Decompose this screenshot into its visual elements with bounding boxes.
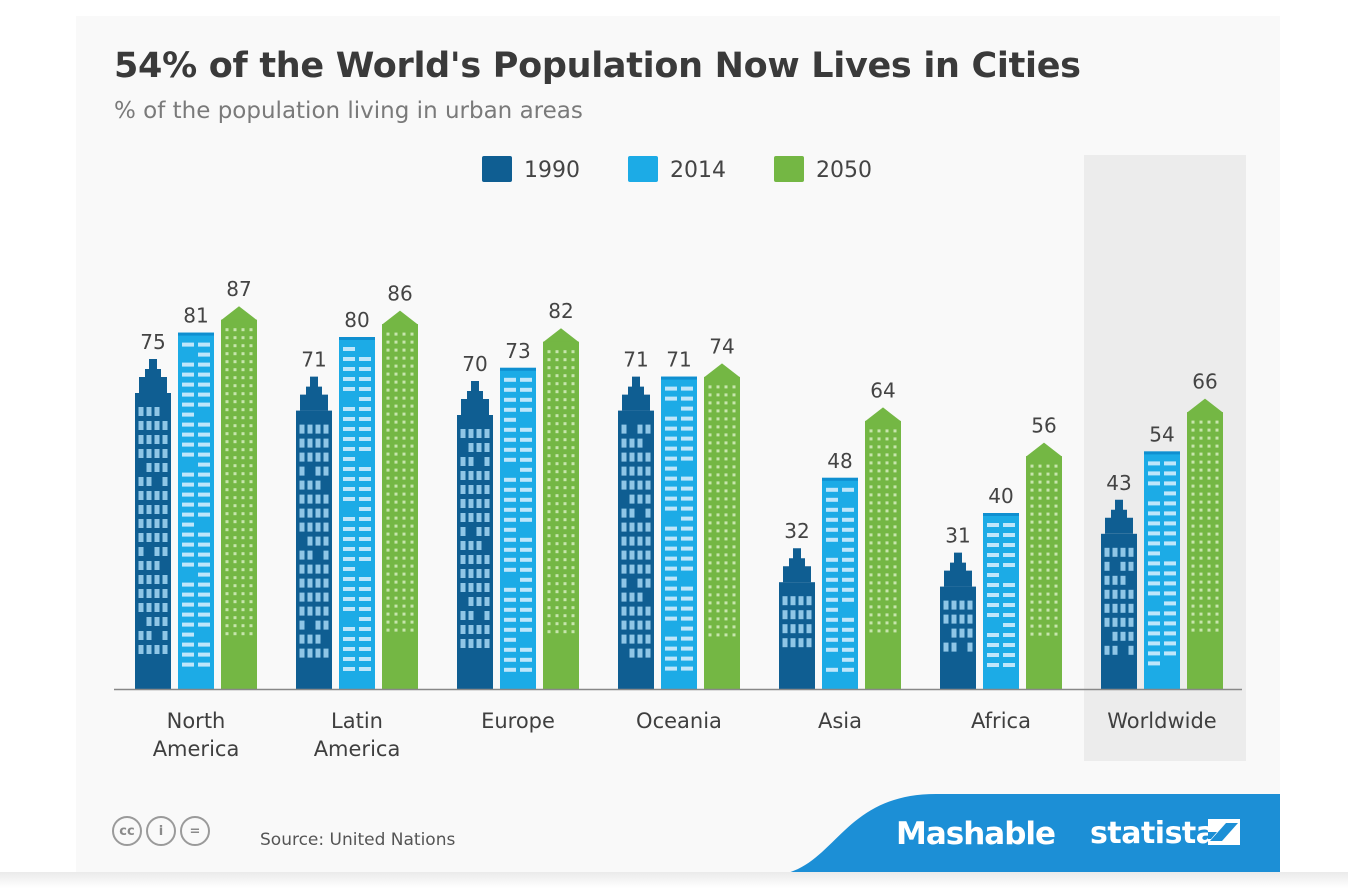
value-label-asia-2050: 64 bbox=[870, 378, 895, 402]
value-label-africa-2050: 56 bbox=[1031, 414, 1056, 438]
bar-oceania-2014 bbox=[661, 376, 697, 689]
bar-latin-america-2050 bbox=[382, 310, 418, 689]
bar-oceania-1990 bbox=[618, 376, 654, 689]
value-label-europe-1990: 70 bbox=[462, 352, 487, 376]
value-label-north-america-2014: 81 bbox=[183, 304, 208, 328]
value-label-europe-2014: 73 bbox=[505, 339, 530, 363]
bar-europe-1990 bbox=[457, 381, 493, 689]
bar-asia-1990 bbox=[779, 548, 815, 689]
value-label-latin-america-2050: 86 bbox=[387, 282, 412, 306]
x-tick-label-asia: Asia bbox=[818, 709, 862, 733]
x-tick-label-north-america: North America bbox=[153, 709, 240, 761]
x-tick-label-europe: Europe bbox=[481, 709, 555, 733]
bar-europe-2050 bbox=[543, 328, 579, 689]
statista-logo[interactable]: statista bbox=[1090, 816, 1216, 851]
value-label-oceania-1990: 71 bbox=[623, 348, 648, 372]
legend-label-2050: 2050 bbox=[816, 158, 872, 183]
value-label-africa-1990: 31 bbox=[945, 524, 970, 548]
cc-icon[interactable]: cc bbox=[112, 816, 142, 846]
bar-latin-america-1990 bbox=[296, 376, 332, 689]
legend-label-2014: 2014 bbox=[670, 158, 726, 183]
x-tick-label-worldwide: Worldwide bbox=[1107, 709, 1216, 733]
bars-group: 75 71 70 71 32 31 43 81 80 73 71 48 40 54 87 86 82 74 64 56… bbox=[135, 277, 1223, 689]
bar-north-america-1990 bbox=[135, 359, 171, 689]
attribution-icon[interactable]: i bbox=[146, 816, 176, 846]
bar-africa-2050 bbox=[1026, 442, 1062, 689]
value-label-worldwide-2050: 66 bbox=[1192, 370, 1217, 394]
value-label-asia-2014: 48 bbox=[827, 449, 852, 473]
infographic-card: 1990 2014 2050 75 71 70 71 32 31 43 81 80 73 71 48 40 5… bbox=[76, 16, 1280, 876]
x-axis-tick-labels: North America Latin America Europe Oceania Asi… bbox=[153, 709, 1217, 761]
value-label-north-america-1990: 75 bbox=[140, 330, 165, 354]
x-tick-label-oceania: Oceania bbox=[636, 709, 722, 733]
source-note: Source: United Nations bbox=[260, 830, 456, 850]
bar-asia-2014 bbox=[822, 477, 858, 689]
bar-africa-1990 bbox=[940, 552, 976, 689]
legend-swatch-1990 bbox=[482, 156, 512, 182]
value-label-asia-1990: 32 bbox=[784, 519, 809, 543]
legend: 1990 2014 2050 bbox=[482, 156, 872, 183]
chart-title: 54% of the World's Population Now Lives … bbox=[114, 46, 1081, 86]
bar-africa-2014 bbox=[983, 513, 1019, 689]
value-label-north-america-2050: 87 bbox=[226, 277, 251, 301]
value-label-oceania-2014: 71 bbox=[666, 348, 691, 372]
value-label-worldwide-1990: 43 bbox=[1106, 471, 1131, 495]
value-label-worldwide-2014: 54 bbox=[1149, 422, 1174, 446]
x-tick-label-latin-america: Latin America bbox=[314, 709, 401, 761]
bar-asia-2050 bbox=[865, 407, 901, 689]
bar-north-america-2014 bbox=[178, 332, 214, 689]
value-label-oceania-2050: 74 bbox=[709, 334, 734, 358]
value-label-europe-2050: 82 bbox=[548, 299, 573, 323]
legend-label-1990: 1990 bbox=[524, 158, 580, 183]
legend-swatch-2014 bbox=[628, 156, 658, 182]
no-derivatives-icon[interactable]: = bbox=[180, 816, 210, 846]
bar-worldwide-2014 bbox=[1144, 451, 1180, 689]
chart-svg: 1990 2014 2050 75 71 70 71 32 31 43 81 80 73 71 48 40 5… bbox=[114, 155, 1280, 876]
bar-latin-america-2014 bbox=[339, 337, 375, 689]
bar-worldwide-2050 bbox=[1187, 398, 1223, 689]
statista-mark-icon bbox=[1208, 819, 1240, 845]
bar-north-america-2050 bbox=[221, 306, 257, 689]
x-tick-label-africa: Africa bbox=[971, 709, 1031, 733]
license-icons: cc i = bbox=[112, 816, 210, 846]
value-label-latin-america-2014: 80 bbox=[344, 308, 369, 332]
bottom-shadow bbox=[0, 872, 1348, 888]
value-label-africa-2014: 40 bbox=[988, 484, 1013, 508]
bar-worldwide-1990 bbox=[1101, 499, 1137, 689]
footer-brand-band bbox=[766, 794, 1280, 876]
value-label-latin-america-1990: 71 bbox=[301, 348, 326, 372]
chart-subtitle: % of the population living in urban area… bbox=[114, 98, 583, 124]
legend-swatch-2050 bbox=[774, 156, 804, 182]
bar-europe-2014 bbox=[500, 367, 536, 689]
mashable-logo[interactable]: Mashable bbox=[896, 816, 1056, 852]
bar-oceania-2050 bbox=[704, 363, 740, 689]
